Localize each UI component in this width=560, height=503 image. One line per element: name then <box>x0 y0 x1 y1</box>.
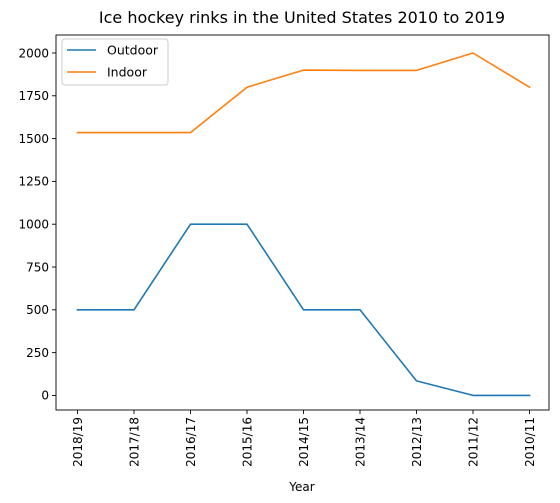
legend-label-indoor: Indoor <box>107 65 148 80</box>
x-tick-label: 2014/15 <box>297 417 311 467</box>
y-tick-label: 750 <box>26 260 49 274</box>
y-tick-label: 500 <box>26 303 49 317</box>
y-tick-label: 250 <box>26 346 49 360</box>
series-line-indoor <box>76 52 531 134</box>
y-tick-label: 1750 <box>18 89 49 103</box>
x-tick-label: 2015/16 <box>240 417 254 467</box>
x-tick-label: 2013/14 <box>353 417 367 467</box>
legend: Outdoor Indoor <box>61 38 169 86</box>
plot-frame <box>55 34 550 411</box>
y-tick-label: 1250 <box>18 175 49 189</box>
plot-area: 0 250 500 750 1000 1250 1500 1750 2000 2018/19 201… <box>18 34 550 467</box>
chart-title: Ice hockey rinks in the United States 20… <box>99 8 505 27</box>
x-axis-label: Year <box>288 480 314 494</box>
y-tick-label: 1000 <box>18 218 49 232</box>
y-tick-label: 1500 <box>18 132 49 146</box>
legend-label-outdoor: Outdoor <box>107 43 159 58</box>
x-tick-label: 2018/19 <box>71 417 85 467</box>
y-tick-label: 0 <box>41 389 49 403</box>
x-tick-label: 2010/11 <box>523 417 537 467</box>
series-line-outdoor <box>76 223 531 397</box>
x-tick-label: 2012/13 <box>410 417 424 467</box>
x-tick-label: 2017/18 <box>127 417 141 467</box>
x-tick-label: 2011/12 <box>466 417 480 467</box>
x-tick-label: 2016/17 <box>184 417 198 467</box>
y-tick-label: 2000 <box>18 46 49 60</box>
